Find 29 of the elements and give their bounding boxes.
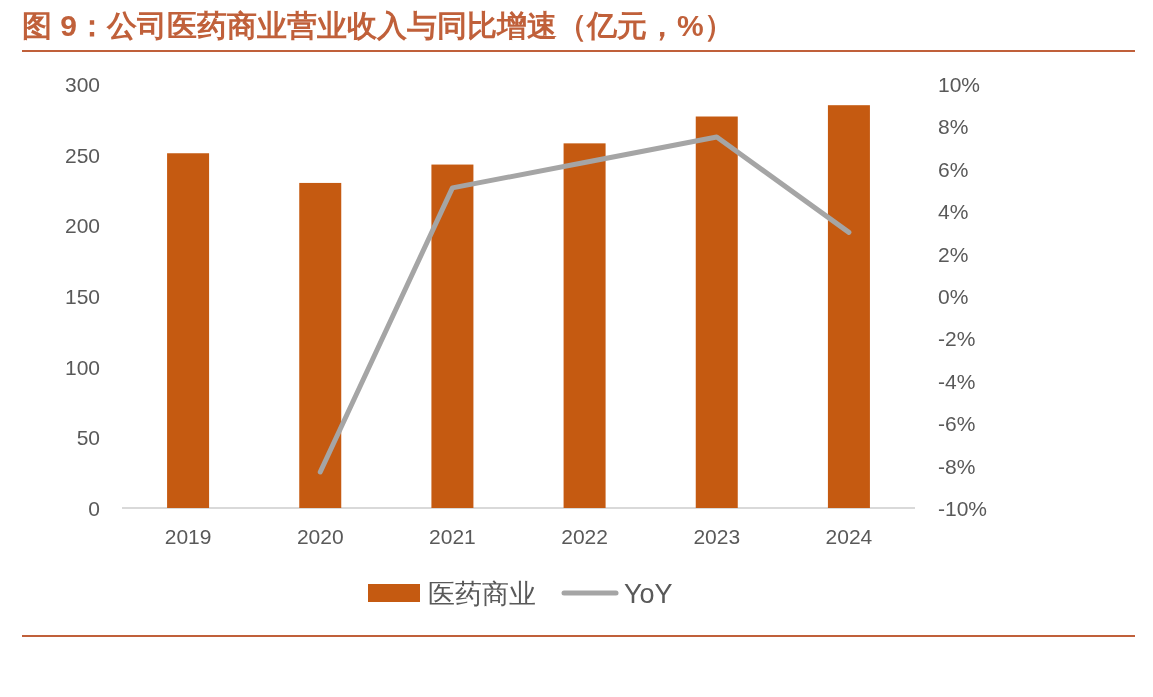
x-tick-label: 2022 (561, 525, 608, 548)
legend-label: YoY (624, 579, 673, 609)
legend-label: 医药商业 (428, 579, 536, 609)
x-tick-label: 2020 (296, 525, 344, 548)
legend-item: 医药商业 (368, 579, 536, 609)
y2-tick-label: -6% (938, 412, 976, 436)
y-tick-label: 100 (64, 355, 100, 379)
y-tick-label: 200 (64, 214, 100, 238)
y-tick-label: 50 (76, 426, 100, 450)
y2-tick-label: -10% (938, 497, 988, 520)
y2-tick-label: -4% (938, 369, 976, 393)
x-tick-label: 2024 (825, 525, 873, 548)
y-tick-label: 0 (88, 497, 100, 520)
y-tick-label: 150 (64, 285, 100, 308)
y2-tick-label: -8% (938, 454, 976, 478)
title: 图 9：公司医药商业营业收入与同比增速（亿元，%） (22, 9, 734, 42)
y2-tick-label: 4% (938, 200, 969, 224)
x-tick-label: 2021 (429, 525, 476, 548)
x-tick-label: 2023 (693, 525, 741, 548)
y2-tick-label: 6% (938, 157, 969, 181)
y2-tick-label: 8% (938, 115, 969, 139)
x-tick-label: 2019 (164, 525, 212, 548)
y2-tick-label: 2% (938, 242, 969, 266)
y-tick-label: 300 (64, 73, 100, 96)
legend-item: YoY (561, 579, 673, 609)
y2-tick-label: -2% (938, 327, 976, 351)
y2-tick-label: 0% (938, 285, 969, 308)
y2-tick-label: 10% (938, 73, 981, 96)
y-tick-label: 250 (64, 143, 100, 167)
